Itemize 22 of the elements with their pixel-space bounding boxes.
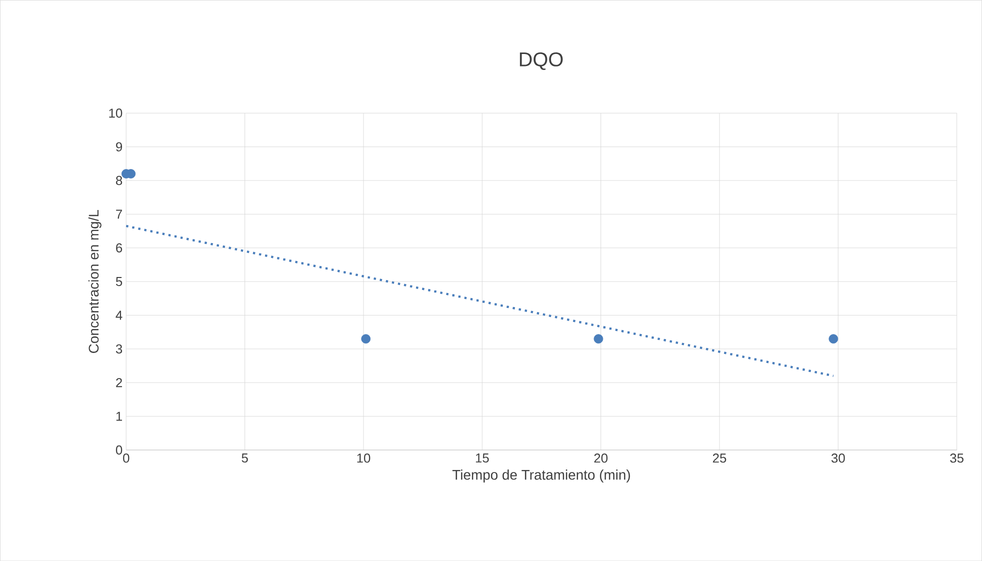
x-axis-title: Tiempo de Tratamiento (min) (452, 469, 630, 482)
y-tick-label: 8 (116, 176, 122, 186)
y-tick-label: 2 (116, 378, 122, 388)
y-tick-label: 4 (116, 310, 122, 320)
y-tick-label: 5 (116, 276, 122, 286)
x-tick-label: 5 (242, 453, 248, 462)
y-tick-label: 1 (116, 412, 122, 421)
x-tick-label: 35 (950, 453, 964, 463)
y-tick-label: 3 (116, 344, 122, 354)
y-tick-label: 6 (116, 243, 122, 252)
y-axis-title: Concentracion en mg/L (88, 210, 102, 353)
y-tick-label: 9 (116, 142, 122, 152)
x-tick-label: 10 (357, 453, 370, 463)
y-tick-label: 0 (116, 445, 122, 455)
x-tick-label: 0 (123, 453, 130, 463)
x-tick-label: 20 (594, 453, 608, 463)
y-tick-label: 7 (116, 210, 122, 219)
x-tick-label: 30 (831, 453, 845, 463)
x-tick-label: 25 (712, 453, 726, 463)
y-tick-label: 10 (109, 108, 122, 118)
x-tick-label: 15 (476, 453, 489, 462)
chart-title: DQO (520, 52, 563, 70)
